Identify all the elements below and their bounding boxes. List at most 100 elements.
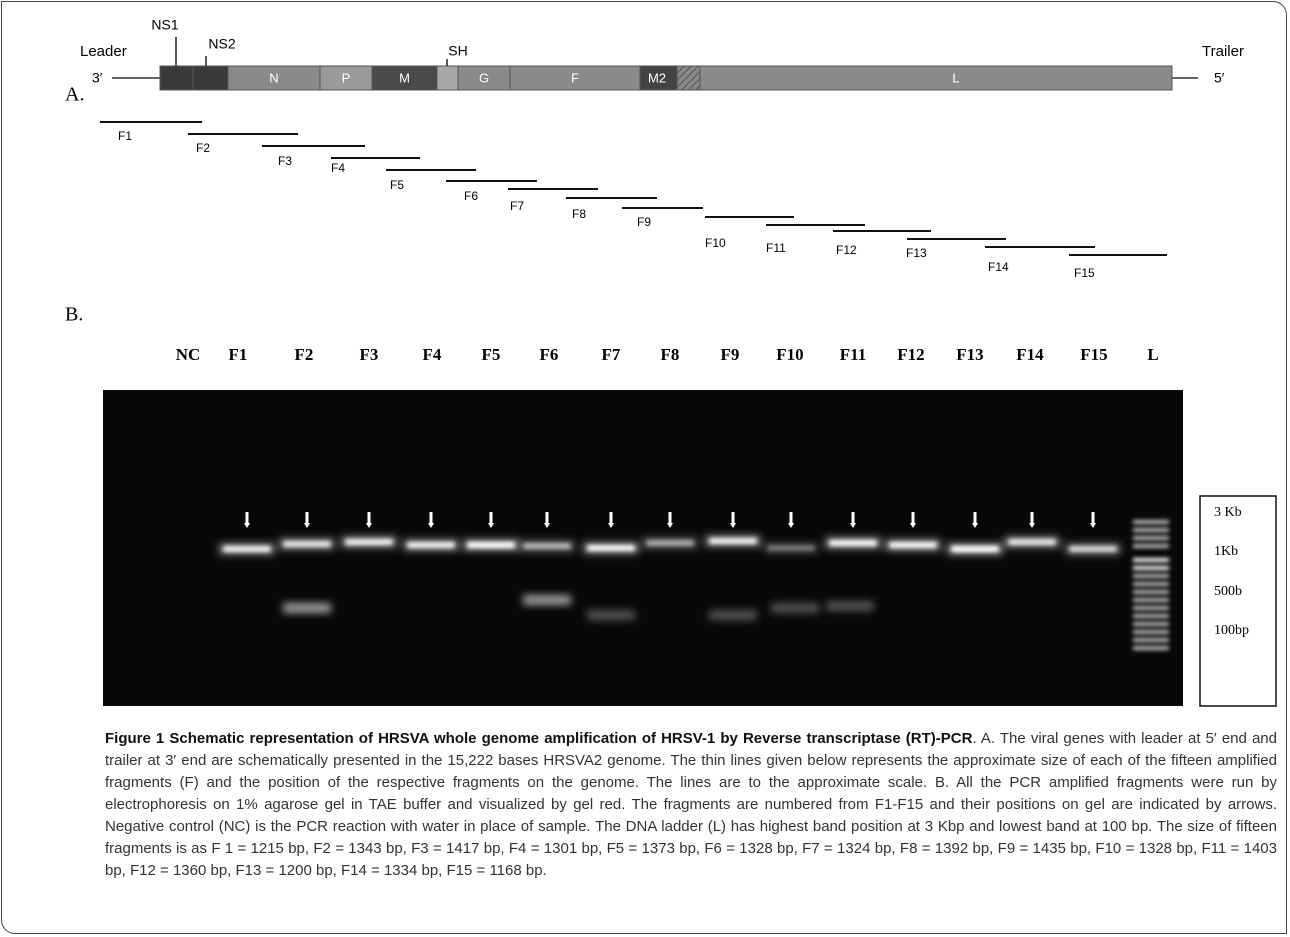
lane-label: F2 xyxy=(295,345,314,364)
fragment-label: F13 xyxy=(906,246,927,260)
fragment-label: F5 xyxy=(390,178,404,192)
lane-label: F14 xyxy=(1016,345,1044,364)
ladder-band xyxy=(1133,566,1169,570)
gel-band xyxy=(467,542,515,548)
fragment-label: F3 xyxy=(278,154,292,168)
ladder-band xyxy=(1133,544,1169,548)
gene-segment xyxy=(193,66,228,90)
lane-label: F10 xyxy=(776,345,803,364)
fragment-label: F8 xyxy=(572,207,586,221)
gel-band xyxy=(829,540,877,546)
marker-label: SH xyxy=(448,43,467,59)
lane-label: F3 xyxy=(360,345,379,364)
lane-label: F7 xyxy=(602,345,621,364)
ladder-band xyxy=(1133,590,1169,594)
lane-label: F12 xyxy=(897,345,924,364)
ladder-band xyxy=(1133,598,1169,602)
end-label: 5′ xyxy=(1214,70,1225,86)
gel-band-faint xyxy=(283,603,331,613)
gel-band-faint xyxy=(587,610,635,620)
gel-band xyxy=(223,546,271,552)
panel-label: B. xyxy=(65,304,83,326)
lane-label: F8 xyxy=(661,345,680,364)
gene-segment xyxy=(700,66,1172,90)
ladder-band xyxy=(1133,582,1169,586)
lane-label: F5 xyxy=(482,345,501,364)
fragment-label: F6 xyxy=(464,189,478,203)
ladder-label: 1Kb xyxy=(1214,544,1238,559)
fragment-label: F11 xyxy=(766,241,786,255)
end-label: 3′ xyxy=(92,70,103,86)
ladder-band xyxy=(1133,528,1169,532)
gene-label: G xyxy=(479,70,489,85)
fragment-label: F15 xyxy=(1074,266,1095,280)
fragment-label: F10 xyxy=(705,236,726,250)
gel-band-faint xyxy=(709,610,757,620)
gel-band-faint xyxy=(771,603,819,613)
fragment-label: F9 xyxy=(637,215,651,229)
marker-label: NS2 xyxy=(208,36,235,52)
gene-label: M2 xyxy=(648,70,666,85)
ladder-label: 100bp xyxy=(1214,623,1249,638)
lane-label: NC xyxy=(176,345,201,364)
fragment-label: F1 xyxy=(118,129,132,143)
fragment-label: F4 xyxy=(331,161,345,175)
lane-label: F13 xyxy=(956,345,983,364)
gel-band xyxy=(345,539,393,545)
gene-segment xyxy=(160,66,193,90)
ladder-band xyxy=(1133,520,1169,524)
ladder-band xyxy=(1133,536,1169,540)
caption-body: . A. The viral genes with leader at 5′ e… xyxy=(105,730,1277,879)
gel-band xyxy=(709,538,757,544)
leader-label: Leader xyxy=(80,43,127,60)
ladder-band xyxy=(1133,630,1169,634)
fragment-label: F12 xyxy=(836,243,857,257)
ladder-label: 3 Kb xyxy=(1214,505,1242,520)
figure: A. Leader Trailer 3′ 5′ N P M G F M2 L NS1 NS2 SH F1 F2 F… xyxy=(0,0,1290,720)
lane-label: F11 xyxy=(840,345,866,364)
lane-label: F9 xyxy=(721,345,740,364)
gel-band xyxy=(407,542,455,548)
ladder-box xyxy=(1200,496,1276,706)
ladder-band xyxy=(1133,558,1169,562)
gel-band xyxy=(283,541,331,547)
marker-label: NS1 xyxy=(151,17,178,33)
ladder-band xyxy=(1133,622,1169,626)
gene-label: L xyxy=(952,70,959,85)
ladder-band xyxy=(1133,638,1169,642)
gel-band-faint xyxy=(523,595,571,605)
ladder-label: 500b xyxy=(1214,584,1242,599)
gel-band xyxy=(889,542,937,548)
lane-label: F15 xyxy=(1080,345,1107,364)
ladder-band xyxy=(1133,574,1169,578)
ladder-band xyxy=(1133,606,1169,610)
gel-band xyxy=(1008,539,1056,545)
caption-title: Figure 1 Schematic representation of HRS… xyxy=(105,730,972,747)
gene-label: M xyxy=(399,70,410,85)
lane-label: F4 xyxy=(423,345,442,364)
fragment-label: F2 xyxy=(196,141,210,155)
gel-band xyxy=(646,540,694,546)
ladder-band xyxy=(1133,614,1169,618)
gene-segment xyxy=(437,66,458,90)
gel-band xyxy=(1069,546,1117,552)
trailer-label: Trailer xyxy=(1202,43,1244,60)
lane-label: L xyxy=(1147,345,1158,364)
gel-band xyxy=(951,546,999,552)
gene-label: N xyxy=(269,70,278,85)
caption: Figure 1 Schematic representation of HRS… xyxy=(105,728,1277,882)
gel-band xyxy=(767,545,815,551)
gene-label: F xyxy=(571,70,579,85)
fragment-label: F14 xyxy=(988,260,1009,274)
lane-label: F1 xyxy=(229,345,248,364)
gene-segment xyxy=(677,66,700,90)
fragment-label: F7 xyxy=(510,199,524,213)
ladder-band xyxy=(1133,646,1169,650)
gel-band-faint xyxy=(826,601,874,611)
gel-band xyxy=(523,543,571,549)
panel-label: A. xyxy=(65,84,84,106)
gel-band xyxy=(587,545,635,551)
lane-label: F6 xyxy=(540,345,559,364)
gene-label: P xyxy=(342,70,351,85)
page: A. Leader Trailer 3′ 5′ N P M G F M2 L NS1 NS2 SH F1 F2 F… xyxy=(0,0,1290,937)
